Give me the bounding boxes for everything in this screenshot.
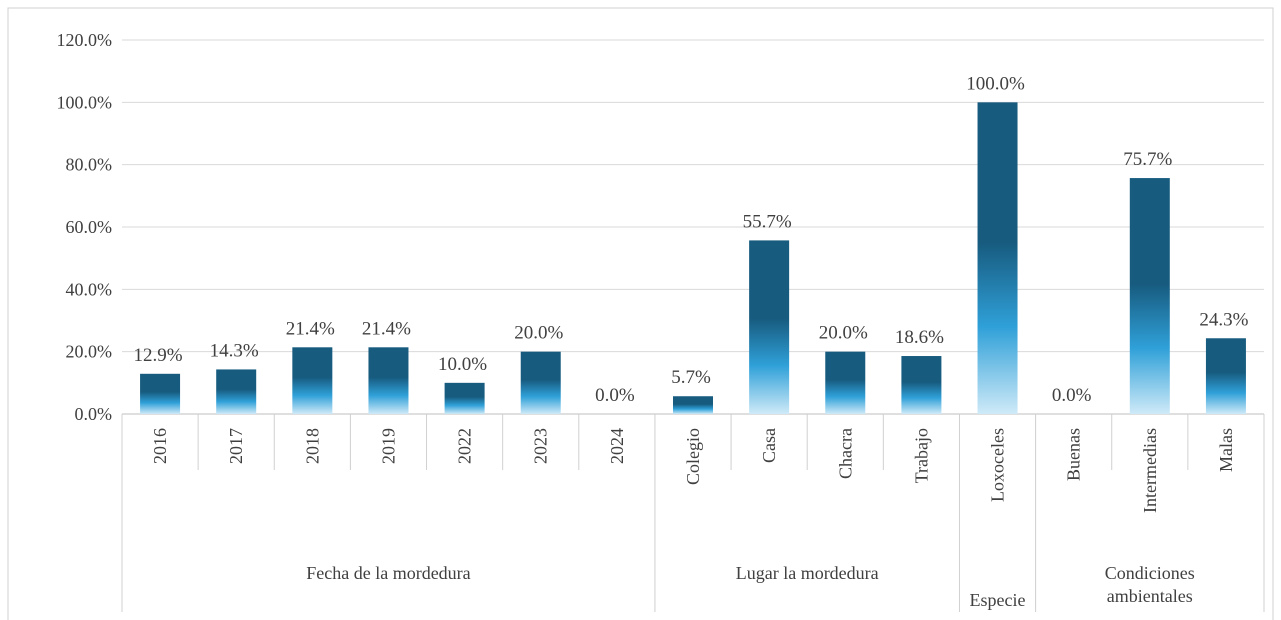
bar [1205,338,1246,414]
x-tick-label: Buenas [1064,428,1084,481]
value-label: 55.7% [743,211,792,232]
bar [140,373,181,414]
bar [825,351,866,414]
x-tick-label: Intermedias [1140,428,1160,513]
bar [749,240,790,414]
value-label: 0.0% [1052,385,1092,406]
y-tick-label: 80.0% [66,155,113,175]
y-tick-label: 60.0% [66,217,113,237]
value-label: 18.6% [895,327,944,348]
value-label: 100.0% [966,73,1025,94]
y-tick-label: 0.0% [75,404,113,424]
x-tick-label: Trabajo [911,428,931,483]
group-label: Fecha de la mordedura [306,563,471,583]
x-tick-label: Chacra [835,428,855,479]
y-tick-label: 20.0% [66,342,113,362]
x-tick-label: Colegio [683,428,703,485]
x-tick-label: Malas [1216,428,1236,472]
chart-border [7,7,1274,620]
value-label: 12.9% [134,345,183,366]
bar [216,369,257,414]
value-label: 24.3% [1199,309,1248,330]
value-label: 14.3% [210,340,259,361]
x-tick-label: 2022 [455,428,475,464]
value-label: 20.0% [819,323,868,344]
y-tick-label: 120.0% [57,30,113,50]
y-tick-label: 100.0% [57,92,113,112]
group-label: Lugar la mordedura [735,563,879,583]
value-label: 20.0% [514,323,563,344]
x-tick-label: 2024 [607,428,627,464]
x-tick-label: Loxoceles [988,428,1008,502]
value-label: 75.7% [1123,149,1172,170]
bar [673,396,713,414]
y-tick-label: 40.0% [66,279,113,299]
bar [292,347,333,414]
bar [368,347,409,414]
x-tick-label: 2023 [531,428,551,464]
bar [444,382,485,414]
bar [1129,178,1170,414]
bar [901,356,942,414]
value-label: 0.0% [595,385,635,406]
bar [977,102,1018,414]
value-label: 5.7% [671,367,711,388]
x-tick-label: 2018 [302,428,322,464]
x-tick-label: 2016 [150,428,170,464]
value-label: 10.0% [438,354,487,375]
bar [520,351,561,414]
value-label: 21.4% [362,318,411,339]
x-tick-label: 2017 [226,428,246,464]
group-label: Condiciones ambientales [1104,563,1195,606]
x-tick-label: Casa [759,428,779,463]
value-label: 21.4% [286,318,335,339]
group-label: Especie [969,590,1026,610]
x-tick-label: 2019 [378,428,398,464]
